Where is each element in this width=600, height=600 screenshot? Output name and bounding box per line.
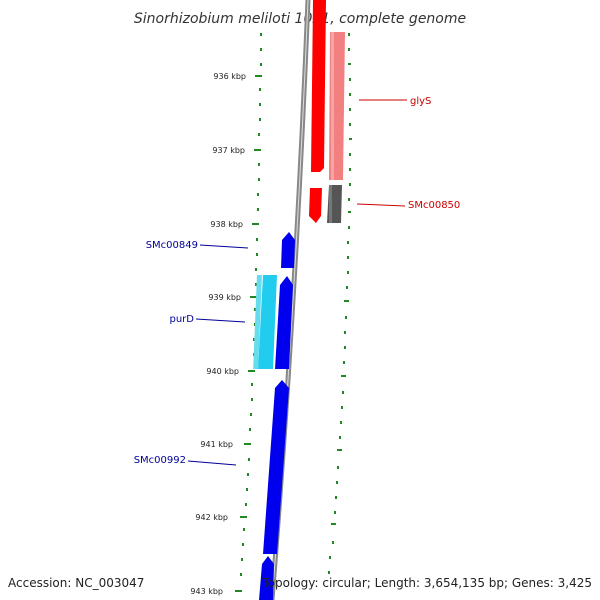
- gene-purD-highlight: [253, 275, 262, 369]
- right-dotted-ring: [328, 33, 352, 574]
- gene-label-purD[interactable]: purD: [170, 314, 195, 325]
- tick-label: 939 kbp: [208, 293, 241, 302]
- gene-smc00992-arrow[interactable]: [263, 380, 289, 554]
- gene-bottom-arrow[interactable]: [259, 556, 274, 600]
- tick-label: 938 kbp: [210, 220, 243, 229]
- gene-smc00849-arrow[interactable]: [281, 232, 295, 268]
- accession-text: Accession: NC_003047: [8, 576, 144, 590]
- tick-label: 937 kbp: [212, 146, 245, 155]
- scale-tick-labels: 936 kbp 937 kbp 938 kbp 939 kbp 940 kbp …: [190, 72, 246, 596]
- gene-glyS-arrow[interactable]: [311, 0, 326, 172]
- smc00850-leader: [356, 203, 406, 207]
- gene-label-glyS[interactable]: glyS: [410, 96, 431, 107]
- gene-smc00850-arrow[interactable]: [309, 188, 322, 223]
- genome-summary-text: Topology: circular; Length: 3,654,135 bp…: [261, 576, 592, 590]
- tick-label: 941 kbp: [200, 440, 233, 449]
- tick-label: 942 kbp: [195, 513, 228, 522]
- gene-purD-block[interactable]: [258, 275, 277, 369]
- genome-title: Sinorhizobium meliloti 1021, complete ge…: [134, 11, 466, 27]
- gene-label-smc00849[interactable]: SMc00849: [146, 240, 198, 251]
- scale-tick-marks: [235, 75, 262, 592]
- gene-glyS-highlight: [331, 32, 334, 180]
- tick-label: 940 kbp: [206, 367, 239, 376]
- gene-label-smc00992[interactable]: SMc00992: [134, 455, 186, 466]
- gene-purD-arrow[interactable]: [275, 276, 293, 369]
- gene-top-stub[interactable]: [314, 0, 326, 4]
- tick-label: 936 kbp: [213, 72, 246, 81]
- tick-label: 943 kbp: [190, 587, 223, 596]
- smc00992-leader: [187, 460, 237, 466]
- gene-smc00850-highlight: [329, 185, 332, 223]
- purD-leader: [195, 318, 246, 323]
- gene-label-smc00850[interactable]: SMc00850: [408, 200, 460, 211]
- smc00849-leader: [199, 244, 249, 249]
